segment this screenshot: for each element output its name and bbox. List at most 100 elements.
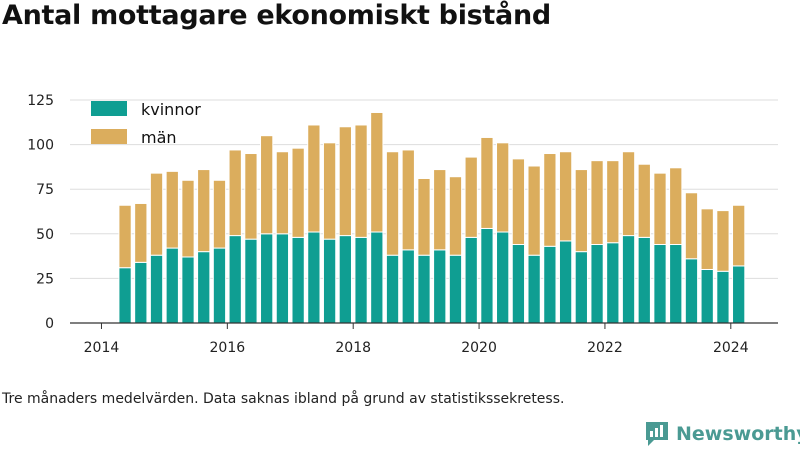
bar-kvinnor bbox=[275, 233, 290, 324]
bar-man bbox=[716, 210, 730, 272]
bar-kvinnor bbox=[511, 244, 526, 324]
y-tick-label: 0 bbox=[45, 316, 54, 332]
bar-kvinnor bbox=[480, 227, 494, 324]
bar-man bbox=[260, 135, 274, 235]
bar-man bbox=[464, 156, 478, 238]
x-tick-label: 2014 bbox=[84, 340, 120, 356]
bar-man bbox=[637, 163, 651, 238]
bar-kvinnor bbox=[448, 254, 463, 324]
bar-man bbox=[511, 158, 526, 246]
bar-man bbox=[401, 149, 415, 251]
bar-man bbox=[543, 153, 557, 247]
x-axis-ticks: 2014 2016 2018 2020 2022 2024 bbox=[84, 323, 749, 356]
bar-kvinnor bbox=[433, 249, 447, 324]
bar-man bbox=[118, 204, 132, 269]
bar-kvinnor bbox=[574, 251, 588, 324]
bar-kvinnor bbox=[307, 231, 321, 324]
bar-kvinnor bbox=[684, 258, 699, 324]
bar-kvinnor bbox=[354, 236, 368, 324]
bar-kvinnor bbox=[669, 244, 683, 324]
bar-kvinnor bbox=[464, 236, 478, 324]
bar-man bbox=[732, 204, 746, 267]
brand-logo: Newsworthy bbox=[644, 420, 800, 448]
bar-kvinnor bbox=[134, 261, 148, 324]
bar-kvinnor bbox=[181, 256, 195, 324]
bar-kvinnor bbox=[165, 247, 179, 324]
bar-man bbox=[574, 169, 588, 253]
y-tick-label: 75 bbox=[36, 182, 54, 198]
bar-man bbox=[558, 151, 573, 242]
bar-man bbox=[149, 172, 164, 256]
bar-kvinnor bbox=[228, 235, 242, 324]
bar-man bbox=[322, 142, 337, 240]
y-tick-label: 25 bbox=[36, 271, 54, 287]
x-tick-label: 2020 bbox=[461, 340, 497, 356]
y-axis-ticks: 0 25 50 75 100 125 bbox=[27, 93, 54, 332]
bar-man bbox=[496, 142, 510, 233]
x-tick-label: 2018 bbox=[335, 340, 371, 356]
bar-man bbox=[181, 179, 195, 258]
bar-kvinnor bbox=[527, 254, 541, 324]
y-tick-label: 125 bbox=[27, 93, 54, 109]
bar-kvinnor bbox=[338, 235, 352, 324]
x-tick-label: 2024 bbox=[713, 340, 749, 356]
legend-label: kvinnor bbox=[141, 100, 201, 119]
bar-kvinnor bbox=[385, 254, 400, 324]
bar-kvinnor bbox=[260, 233, 274, 324]
bar-man bbox=[370, 111, 384, 233]
bar-man bbox=[165, 170, 179, 249]
bar-man bbox=[700, 208, 714, 270]
legend-swatch bbox=[91, 129, 127, 144]
bar-man bbox=[606, 160, 620, 244]
bar-kvinnor bbox=[716, 270, 730, 324]
bar-man bbox=[433, 169, 447, 251]
bar-man bbox=[527, 165, 541, 256]
bar-kvinnor bbox=[118, 267, 132, 324]
legend-label: män bbox=[141, 128, 177, 147]
bar-man bbox=[134, 202, 148, 263]
bars bbox=[118, 111, 746, 324]
bar-man bbox=[684, 192, 699, 260]
bar-man bbox=[228, 149, 242, 237]
bar-man bbox=[480, 136, 494, 229]
bar-kvinnor bbox=[637, 236, 651, 324]
footnote: Tre månaders medelvärden. Data saknas ib… bbox=[2, 391, 565, 407]
bar-man bbox=[291, 147, 305, 238]
bar-kvinnor bbox=[370, 231, 384, 324]
bar-kvinnor bbox=[322, 238, 337, 324]
bar-kvinnor bbox=[291, 236, 305, 324]
bar-kvinnor bbox=[496, 231, 510, 324]
legend-swatch bbox=[91, 101, 127, 116]
stacked-bar-chart: 0 25 50 75 100 125 2014 2016 2018 2020 2022 2024 k… bbox=[27, 93, 778, 356]
bar-man bbox=[354, 124, 368, 238]
bar-man bbox=[338, 126, 352, 237]
y-tick-label: 50 bbox=[36, 227, 54, 243]
bar-kvinnor bbox=[590, 244, 604, 324]
chart-title: Antal mottagare ekonomiskt bistånd bbox=[2, 0, 551, 31]
brand-name: Newsworthy bbox=[676, 423, 800, 445]
bar-man bbox=[212, 179, 227, 249]
bar-man bbox=[197, 169, 211, 253]
bar-man bbox=[590, 160, 604, 246]
bar-kvinnor bbox=[653, 244, 667, 324]
bar-kvinnor bbox=[732, 265, 746, 324]
bar-kvinnor bbox=[621, 235, 636, 324]
bar-kvinnor bbox=[212, 247, 227, 324]
x-tick-label: 2022 bbox=[587, 340, 623, 356]
bar-man bbox=[621, 151, 636, 237]
bar-kvinnor bbox=[149, 254, 164, 324]
bar-man bbox=[448, 176, 463, 256]
bar-man bbox=[307, 124, 321, 233]
bar-kvinnor bbox=[197, 251, 211, 324]
legend: kvinnor män bbox=[91, 100, 201, 147]
newsworthy-logo-icon bbox=[646, 422, 668, 446]
x-tick-label: 2016 bbox=[210, 340, 246, 356]
bar-man bbox=[275, 151, 290, 235]
bar-man bbox=[385, 151, 400, 256]
bar-kvinnor bbox=[700, 268, 714, 324]
bar-kvinnor bbox=[558, 240, 573, 324]
bar-kvinnor bbox=[606, 242, 620, 324]
y-tick-label: 100 bbox=[27, 138, 54, 154]
bar-man bbox=[244, 153, 258, 240]
bar-kvinnor bbox=[543, 245, 557, 324]
